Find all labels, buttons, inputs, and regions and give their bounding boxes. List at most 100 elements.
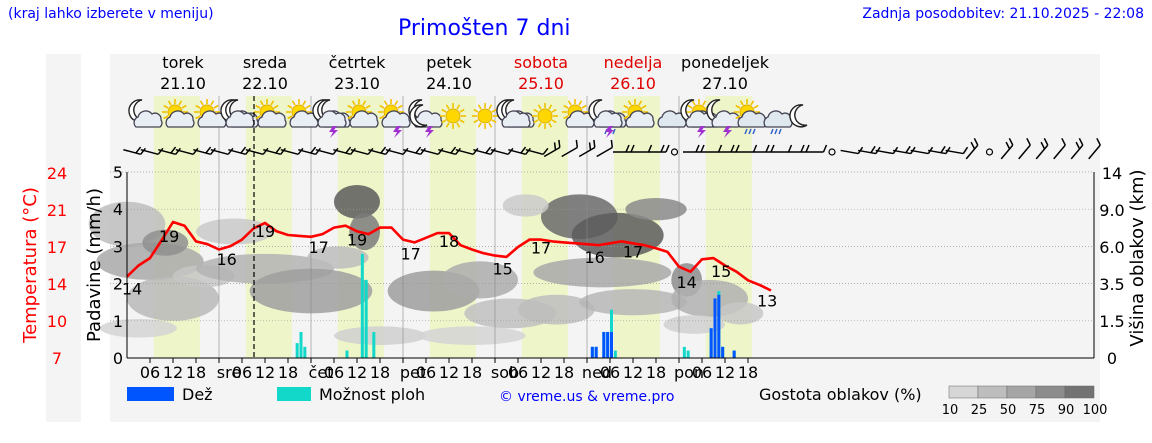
precip-axis-title: Padavine (mm/h) [84,188,105,342]
day-name: petek [426,53,472,72]
x-tick-label: 18 [738,363,758,382]
cloud-density-patch [533,257,672,288]
wind-barb [140,147,164,156]
left-axis-panel [46,54,81,422]
rain-bar [590,346,594,358]
wind-barb [420,147,444,156]
rain-bar [709,328,713,358]
wind-calm-mark [670,148,679,156]
day-name: četrtek [329,53,387,72]
x-tick-label: pet [400,363,426,382]
wind-barb [298,146,321,156]
wind-barbs-row [123,137,1101,160]
x-tick-label: 06 [600,363,620,382]
wind-barb [1053,137,1066,160]
cloud-density-legend-title: Gostota oblakov (%) [759,385,922,404]
temperature-value-label: 17 [623,242,643,261]
temperature-value-label: 14 [676,273,696,292]
temperature-value-label: 15 [711,262,731,281]
wind-barb [683,144,705,153]
temperature-tick-label: 14 [47,275,67,294]
cloud-density-patch [142,229,189,256]
wind-barb [1035,137,1049,160]
day-name: ponedeljek [681,53,770,72]
location-hint: (kraj lahko izberete v meniju) [8,6,214,22]
shower-bar [295,343,299,358]
temperature-value-label: 17 [400,244,420,263]
cloud-density-patch [502,194,549,217]
sun-cloud-icon [562,99,595,128]
temperature-line [126,220,772,292]
rain-bar [602,331,606,358]
wind-barb [508,146,531,156]
day-date: 22.10 [242,74,288,93]
sun-cloud-icon [286,99,319,128]
temperature-value-label: 14 [122,280,142,299]
wind-barb [561,139,579,158]
temperature-value-label: 16 [584,248,604,267]
wind-barb [315,147,339,156]
sun-cloud-icon [254,99,287,128]
moon-cloud-icon [496,99,531,128]
cloud-density-level: 90 [1058,403,1075,418]
legend-swatch-rain [127,387,174,401]
x-tick-label: 12 [255,363,275,382]
rain-bar [717,294,721,358]
cloud-density-swatch [1035,385,1066,399]
x-tick-label: ned [582,363,612,382]
shower-bar [682,346,686,358]
day-date: 23.10 [334,74,380,93]
x-tick-label: 12 [163,363,183,382]
cloud-height-tick-label: 0 [1107,349,1117,368]
cloud-density-level: 10 [942,403,959,418]
day-labels: torek 21.10 sreda 22.10 četrtek 23.10 petek 24.… [160,53,770,93]
sun-icon [532,103,558,129]
wind-barb [596,139,614,158]
wind-barb [770,144,793,153]
temperature-tick-label: 10 [47,312,67,331]
wind-barb [123,146,146,156]
day-name: nedelja [604,53,663,72]
x-tick-label: 18 [278,363,298,382]
cloud-height-tick-label: 9.0 [1099,201,1124,220]
cloud-density-swatch [948,385,979,399]
wind-barb [473,146,496,156]
cloud-axis-title: Višina oblakov (km) [1127,169,1148,346]
shower-bar [364,279,368,358]
moon-cloud-storm-icon [312,99,347,138]
cloud-height-tick-label: 3.5 [1099,275,1124,294]
x-tick-label: 18 [554,363,574,382]
x-tick-label: 12 [531,363,551,382]
temperature-value-label: 19 [255,222,275,241]
cloud-height-tick-label: 6.0 [1099,238,1124,257]
temperature-tick-label: 24 [47,164,67,183]
temperature-tick-label: 7 [52,349,62,368]
rain-bar [721,346,725,358]
legend-label-rain: Dež [182,385,213,404]
sun-icon [440,103,466,129]
x-tick-label: 12 [347,363,367,382]
sun-cloud-icon [162,99,195,128]
cloud-height-tick-label: 1.5 [1099,312,1124,331]
cloud-density-patch [518,294,595,325]
shower-bar [372,331,376,358]
wind-barb [1088,137,1101,160]
shower-bar [345,350,349,358]
x-tick-label: sob [491,363,519,382]
sun-cloud-icon [346,99,379,128]
precip-tick-label: 4 [113,200,123,219]
wind-barb [193,146,216,156]
precip-tick-label: 2 [113,275,123,294]
sun-cloud-icon [622,99,655,128]
cloud-density-level: 75 [1029,403,1046,418]
temperature-tick-label: 21 [47,201,67,220]
wind-barb [613,144,635,153]
wind-barb [735,144,758,153]
shower-bar [299,331,303,358]
cloud-density-patch [127,276,219,321]
shower-bar [303,346,307,358]
sun-cloud-storm-icon [378,99,411,138]
wind-barb [350,147,374,156]
x-tick-label: 12 [623,363,643,382]
